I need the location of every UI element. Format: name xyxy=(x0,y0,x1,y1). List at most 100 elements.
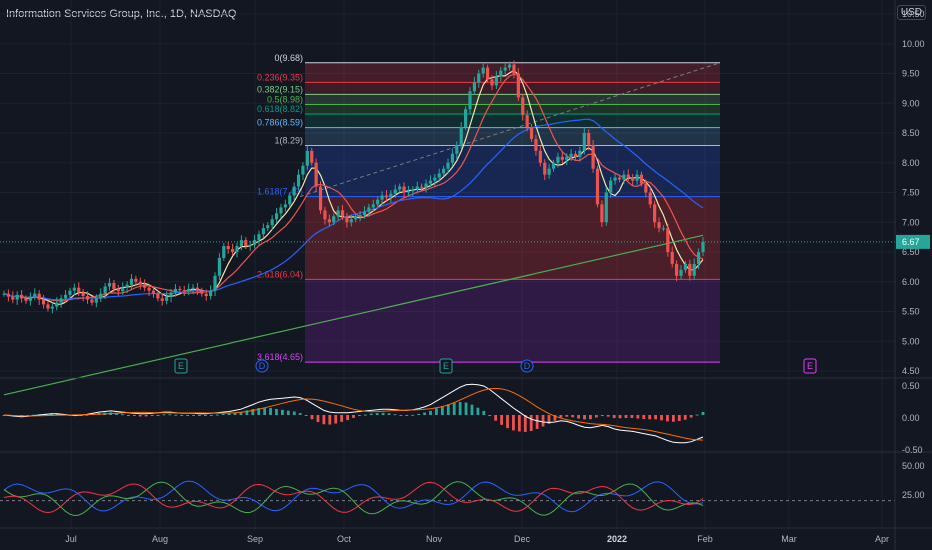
fib-label: 0.786(8.59) xyxy=(257,118,303,128)
currency-badge[interactable]: USD xyxy=(896,5,926,20)
candle-body xyxy=(121,287,125,292)
candle-body xyxy=(209,290,213,297)
candle-body xyxy=(332,216,336,223)
candle-body xyxy=(428,180,433,184)
dividend-marker xyxy=(520,359,534,373)
candle-body xyxy=(481,67,485,74)
macd-histogram-bar xyxy=(239,411,243,415)
candle-body xyxy=(420,186,424,188)
macd-histogram-bar xyxy=(144,415,148,417)
price-tick: 7.50 xyxy=(902,188,920,198)
candle-body xyxy=(323,210,327,220)
candle-body xyxy=(617,177,622,180)
macd-histogram-bar xyxy=(648,415,652,420)
candle-body xyxy=(235,246,239,252)
candle-body xyxy=(477,73,481,83)
candle-body xyxy=(472,82,476,92)
macd-histogram-bar xyxy=(275,408,278,415)
candle-body xyxy=(354,216,358,220)
candle-body xyxy=(543,162,547,175)
candle-body xyxy=(384,195,389,198)
macd-histogram-bar xyxy=(565,415,569,417)
macd-histogram-bar xyxy=(606,415,610,417)
macd-histogram-bar xyxy=(512,415,515,431)
candle-body xyxy=(217,257,222,276)
macd-histogram-bar xyxy=(286,410,290,415)
candle-body xyxy=(15,294,19,300)
candle-body xyxy=(296,174,301,187)
event-label: E xyxy=(178,361,184,371)
macd-histogram-bar xyxy=(298,413,302,415)
macd-histogram-bar xyxy=(571,415,575,418)
candle-body xyxy=(551,162,556,169)
macd-histogram-bar xyxy=(547,415,551,424)
macd-histogram-bar xyxy=(435,408,438,415)
candle-body xyxy=(455,144,459,154)
macd-histogram-bar xyxy=(535,415,539,429)
candle-body xyxy=(424,183,428,188)
macd-histogram-bar xyxy=(180,415,184,416)
candle-body xyxy=(178,288,182,291)
price-tick: 9.50 xyxy=(902,69,920,79)
candle-body xyxy=(160,298,164,301)
macd-histogram-bar xyxy=(340,415,344,422)
candle-body xyxy=(37,293,41,300)
candle-body xyxy=(556,156,560,163)
candle-body xyxy=(200,290,204,294)
candle-body xyxy=(151,290,156,294)
candle-body xyxy=(103,286,107,294)
macd-histogram-bar xyxy=(446,404,450,415)
macd-histogram-bar xyxy=(215,414,219,416)
candle-body xyxy=(182,290,186,292)
macd-histogram-bar xyxy=(174,414,178,416)
candle-body xyxy=(503,67,507,71)
fib-zone xyxy=(305,127,720,146)
candle-body xyxy=(19,294,24,299)
candle-body xyxy=(266,225,270,229)
candle-body xyxy=(582,133,586,151)
candle-body xyxy=(204,293,208,297)
macd-histogram-bar xyxy=(316,415,320,423)
candle-body xyxy=(442,168,446,174)
candle-body xyxy=(292,186,296,196)
candle-body xyxy=(24,298,28,301)
earnings-marker xyxy=(439,358,453,374)
candle-body xyxy=(573,153,578,157)
candle-body xyxy=(701,241,705,252)
candle-body xyxy=(187,288,191,292)
candle-body xyxy=(129,278,134,285)
fib-zone xyxy=(305,279,720,363)
price-tick: 8.00 xyxy=(902,158,920,168)
macd-histogram-bar xyxy=(198,415,201,416)
candle-body xyxy=(213,275,217,291)
macd-histogram-bar xyxy=(156,415,160,416)
candle-body xyxy=(261,228,265,235)
time-tick: Nov xyxy=(426,534,443,544)
candle-body xyxy=(59,298,63,303)
macd-histogram-bar xyxy=(204,415,207,416)
time-tick: Aug xyxy=(152,534,168,544)
macd-histogram-bar xyxy=(689,415,693,418)
macd-histogram-bar xyxy=(683,415,687,420)
macd-histogram-bar xyxy=(233,412,237,415)
macd-histogram-bar xyxy=(636,415,640,419)
candle-body xyxy=(626,174,630,178)
candle-body xyxy=(534,138,538,151)
candle-body xyxy=(274,213,279,220)
adx-line xyxy=(3,480,704,513)
price-tick: 5.50 xyxy=(902,307,920,317)
indicator-tick: 50.00 xyxy=(902,461,925,471)
macd-histogram-bar xyxy=(411,414,415,416)
candle-body xyxy=(195,287,200,291)
macd-histogram-bar xyxy=(292,411,296,415)
candle-body xyxy=(41,299,46,305)
candle-body xyxy=(336,210,340,217)
price-tick: 9.00 xyxy=(902,98,920,108)
fib-zone xyxy=(305,94,720,105)
macd-histogram-bar xyxy=(583,415,586,420)
last-price-badge xyxy=(896,234,930,249)
fib-label: 0.618(8.82) xyxy=(257,104,303,114)
candle-body xyxy=(6,293,10,297)
candle-body xyxy=(380,195,384,200)
